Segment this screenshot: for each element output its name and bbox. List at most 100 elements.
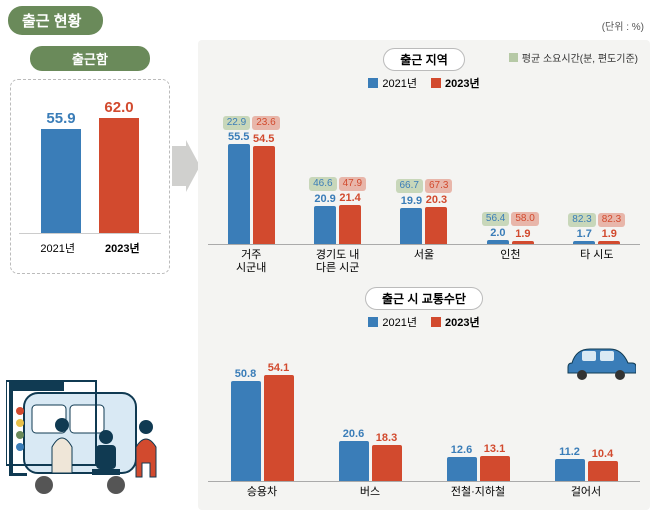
- bar-2021: [228, 144, 250, 244]
- bar-2021: [339, 441, 369, 482]
- value-2021: 2.0: [490, 228, 505, 239]
- bar-2021: [447, 457, 477, 482]
- value-2023: 13.1: [484, 444, 505, 455]
- value-2023: 18.3: [376, 433, 397, 444]
- bar-value: 55.9: [46, 110, 75, 127]
- bar-group: 22.9 23.6 55.5 54.5: [223, 116, 280, 244]
- region-section: 출근 지역 평균 소요시간(분, 편도기준) 2021년 2023년 22.9 …: [208, 48, 640, 275]
- bar-2023: [480, 456, 510, 482]
- region-title: 출근 지역: [383, 48, 465, 71]
- year-label: 2021년: [40, 240, 75, 256]
- avg-2021: 56.4: [482, 212, 509, 226]
- left-bars: 55.9 62.0: [19, 94, 161, 234]
- avg-2023: 47.9: [339, 177, 366, 191]
- avg-2021: 46.6: [309, 177, 336, 191]
- value-2021: 55.5: [228, 132, 249, 143]
- value-2023: 21.4: [339, 193, 360, 204]
- legend-2023: 2023년: [445, 314, 480, 330]
- left-x-axis: 2021년 2023년: [19, 240, 161, 256]
- avg-2021: 82.3: [568, 213, 595, 227]
- value-2021: 11.2: [559, 447, 580, 458]
- swatch-2023: [431, 78, 441, 88]
- avg-legend-text: 평균 소요시간(분, 편도기준): [522, 50, 638, 65]
- legend-2021: 2021년: [382, 75, 417, 91]
- transport-title: 출근 시 교통수단: [365, 287, 483, 310]
- bar-value: 62.0: [104, 99, 133, 116]
- transport-year-legend: 2021년 2023년: [208, 314, 640, 330]
- bus-stop-illustration: [6, 375, 176, 505]
- value-2021: 12.6: [451, 445, 472, 456]
- x-label: 서울: [381, 249, 467, 275]
- x-label: 걸어서: [532, 486, 640, 499]
- avg-time-legend: 평균 소요시간(분, 편도기준): [509, 50, 638, 65]
- x-label: 경기도 내다른 시군: [294, 249, 380, 275]
- left-panel: 출근함 55.9 62.0 2021년2023년: [10, 46, 170, 274]
- swatch-2021: [368, 317, 378, 327]
- avg-pair: 22.9 23.6: [223, 116, 280, 130]
- bar: [99, 118, 139, 233]
- x-label: 인천: [467, 249, 553, 275]
- avg-2021: 66.7: [396, 179, 423, 193]
- bar-group: 12.6 13.1: [447, 444, 510, 482]
- bar: [41, 129, 81, 233]
- avg-2023: 82.3: [598, 213, 625, 227]
- value-2023: 10.4: [592, 449, 613, 460]
- left-bar: 55.9: [41, 110, 81, 233]
- unit-label: (단위 : %): [602, 18, 644, 33]
- value-2021: 1.7: [577, 229, 592, 240]
- bar-2023: [264, 375, 294, 481]
- avg-swatch: [509, 53, 518, 62]
- value-2021: 50.8: [235, 369, 256, 380]
- bar-2021: [231, 381, 261, 481]
- bar-group: 66.7 67.3 19.9 20.3: [396, 179, 453, 244]
- x-label: 버스: [316, 486, 424, 499]
- bar-2021: [555, 459, 585, 481]
- x-label: 전철·지하철: [424, 486, 532, 499]
- avg-pair: 56.4 58.0: [482, 212, 539, 226]
- bar-2023: [253, 146, 275, 244]
- value-2021: 20.9: [314, 194, 335, 205]
- year-label: 2023년: [105, 240, 140, 256]
- avg-pair: 46.6 47.9: [309, 177, 366, 191]
- bar-2023: [372, 445, 402, 481]
- bar-2023: [339, 205, 361, 244]
- left-bar: 62.0: [99, 99, 139, 233]
- bar-2021: [487, 240, 509, 244]
- legend-2023: 2023년: [445, 75, 480, 91]
- bar-group: 20.6 18.3: [339, 429, 402, 482]
- bar-group: 46.6 47.9 20.9 21.4: [309, 177, 366, 244]
- swatch-2021: [368, 78, 378, 88]
- bar-group: 82.3 82.3 1.7 1.9: [568, 213, 625, 244]
- bar-group: 11.2 10.4: [555, 447, 618, 481]
- value-2023: 20.3: [426, 195, 447, 206]
- region-chart: 22.9 23.6 55.5 54.5 46.6 47.9 20.9 21.4 …: [208, 95, 640, 245]
- value-2023: 1.9: [602, 229, 617, 240]
- bar-2023: [598, 241, 620, 244]
- bar-2021: [573, 241, 595, 244]
- arrow-icon: [172, 140, 200, 192]
- x-label: 타 시도: [554, 249, 640, 275]
- bar-group: 50.8 54.1: [231, 363, 294, 481]
- transport-x-axis: 승용차버스전철·지하철걸어서: [208, 486, 640, 499]
- value-2023: 54.1: [268, 363, 289, 374]
- avg-pair: 66.7 67.3: [396, 179, 453, 193]
- region-year-legend: 2021년 2023년: [208, 75, 640, 91]
- transport-section: 출근 시 교통수단 2021년 2023년 50.8 54.1 20.6 18.…: [208, 287, 640, 499]
- bar-2021: [314, 206, 336, 244]
- region-x-axis: 거주시군내경기도 내다른 시군서울인천타 시도: [208, 249, 640, 275]
- avg-2023: 23.6: [252, 116, 279, 130]
- avg-pair: 82.3 82.3: [568, 213, 625, 227]
- swatch-2023: [431, 317, 441, 327]
- left-chart-box: 55.9 62.0 2021년 2023년: [10, 79, 170, 274]
- value-2021: 19.9: [401, 196, 422, 207]
- x-label: 승용차: [208, 486, 316, 499]
- x-label: 거주시군내: [208, 249, 294, 275]
- car-icon: [564, 339, 636, 381]
- bar-2023: [512, 241, 534, 244]
- bar-2023: [425, 207, 447, 244]
- avg-2023: 58.0: [511, 212, 538, 226]
- value-2023: 1.9: [515, 229, 530, 240]
- bar-2023: [588, 461, 618, 481]
- legend-2021: 2021년: [382, 314, 417, 330]
- page-title-pill: 출근 현황: [8, 6, 103, 35]
